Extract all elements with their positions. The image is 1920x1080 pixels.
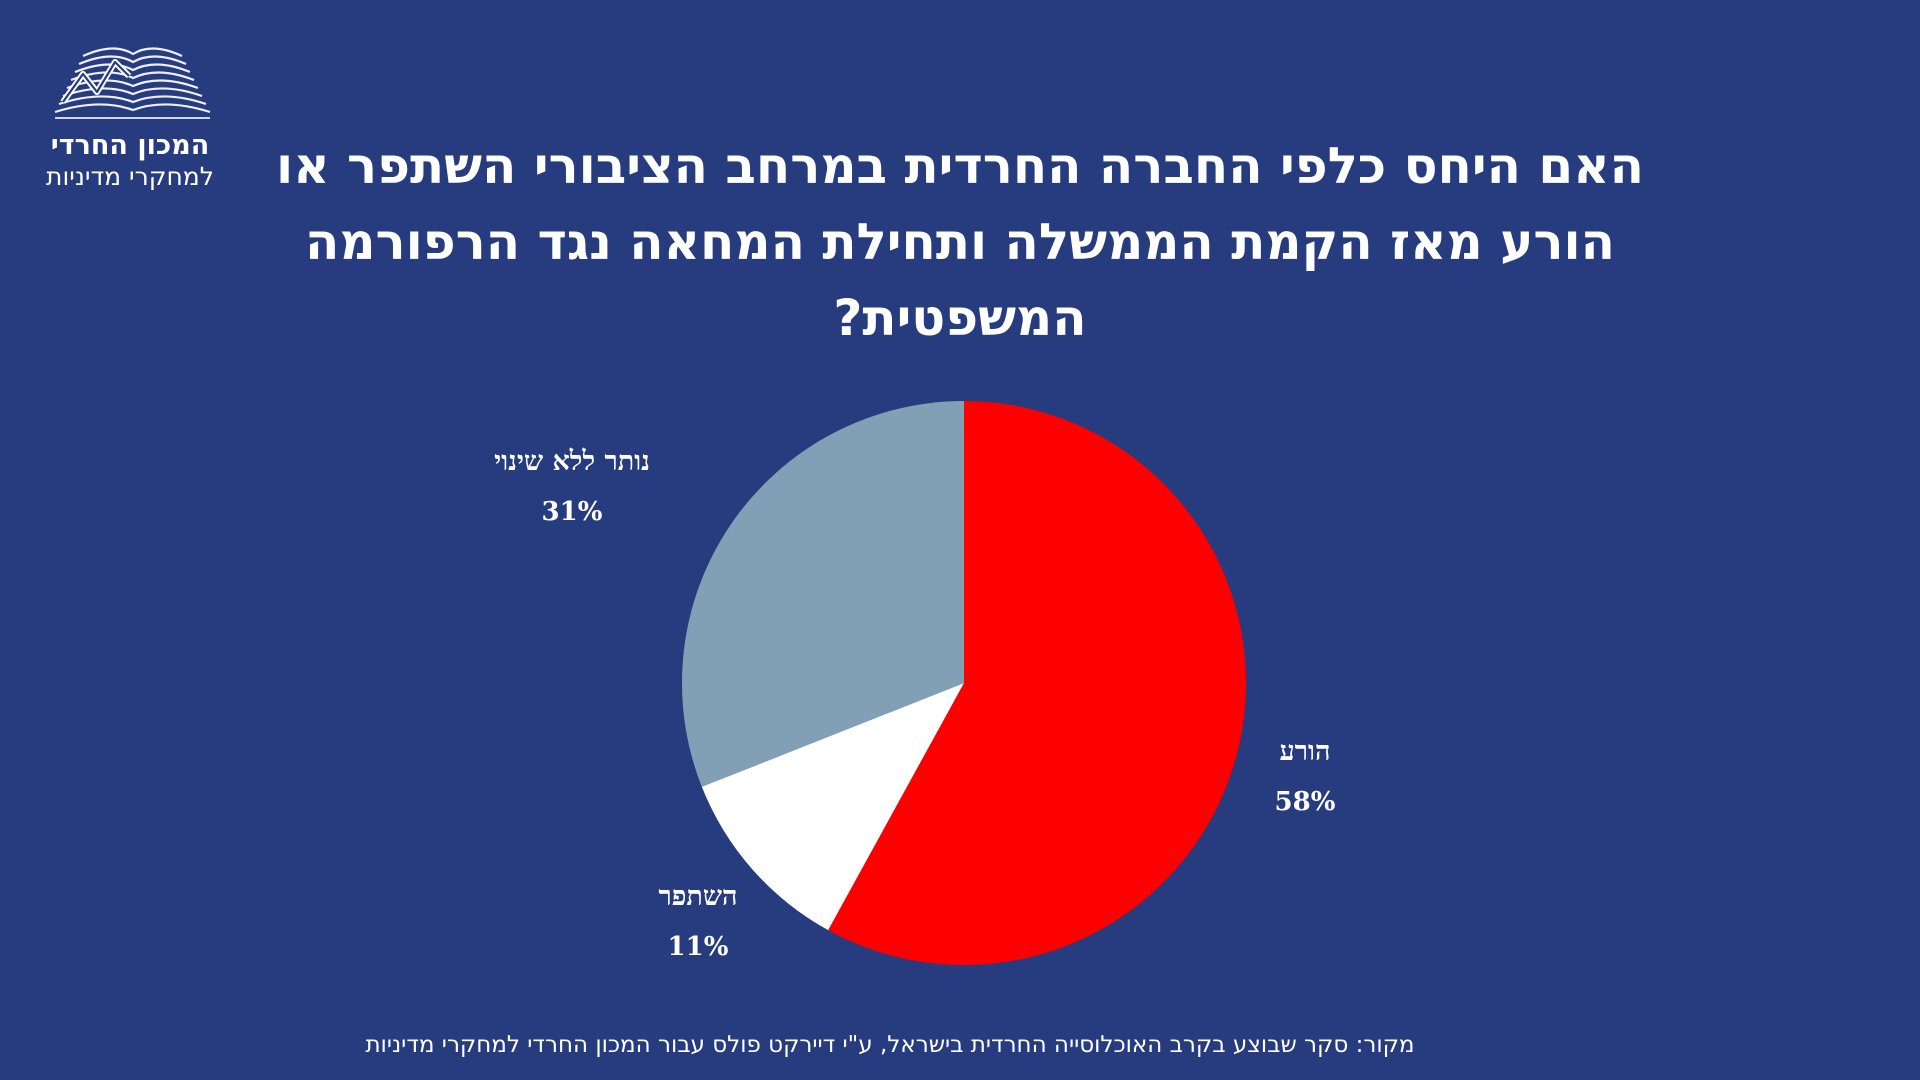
- source-note: מקור: סקר שבוצע בקרב האוכלוסייה החרדית ב…: [365, 1032, 1415, 1058]
- slice-label-1: השתפר: [658, 881, 737, 912]
- logo-title: המכון החרדי: [50, 130, 210, 161]
- pie-slice-0: [828, 401, 1246, 965]
- pie-slice-2: [682, 400, 964, 787]
- slice-label-2: נותר ללא שינוי: [494, 446, 650, 477]
- institute-logo: המכון החרדי למחקרי מדיניות: [30, 40, 230, 210]
- slice-value-0: 58%: [1275, 787, 1336, 817]
- logo-subtitle: למחקרי מדיניות: [46, 162, 214, 191]
- slice-value-2: 31%: [542, 497, 603, 527]
- slice-label-0: הורע: [1280, 736, 1331, 767]
- chart-title: האם היחס כלפי החברה החרדית במרחב הציבורי…: [276, 137, 1644, 347]
- pie-slice-1: [701, 683, 964, 931]
- slice-value-1: 11%: [668, 932, 729, 962]
- open-book-chart-icon: [54, 47, 211, 119]
